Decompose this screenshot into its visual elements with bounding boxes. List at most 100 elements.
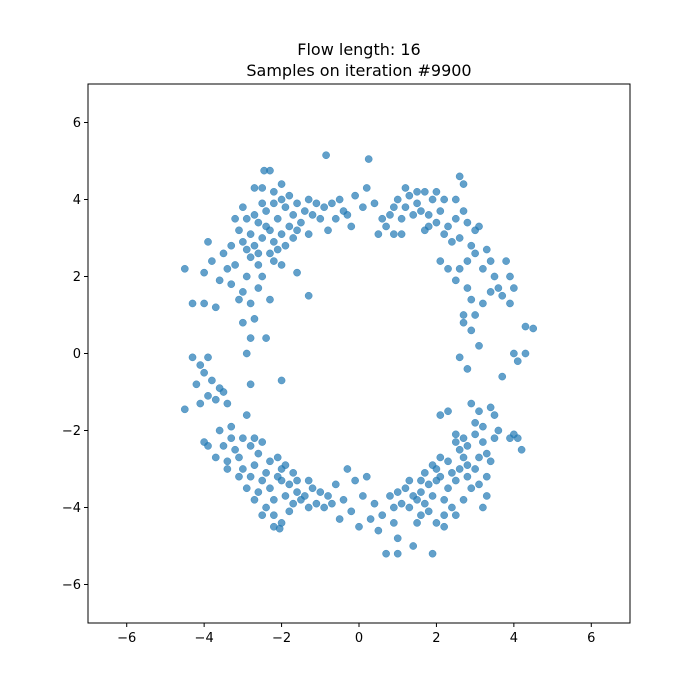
scatter-point: [289, 469, 298, 477]
scatter-point: [432, 519, 441, 527]
scatter-point: [312, 499, 321, 508]
scatter-point: [409, 542, 418, 550]
scatter-point: [409, 492, 418, 500]
scatter-point: [513, 357, 522, 366]
chart-subtitle: Samples on iteration #9900: [246, 61, 471, 80]
scatter-point: [262, 334, 270, 342]
scatter-point: [192, 380, 201, 389]
scatter-point: [490, 272, 499, 281]
scatter-point: [463, 257, 472, 265]
x-tick-label: −4: [195, 631, 214, 646]
scatter-point: [486, 403, 495, 412]
scatter-point: [246, 442, 255, 450]
scatter-point: [389, 503, 398, 512]
scatter-point: [420, 499, 429, 508]
scatter-point: [389, 519, 398, 527]
scatter-point: [475, 407, 483, 416]
scatter-point: [486, 288, 495, 296]
scatter-point: [293, 476, 301, 485]
scatter-point: [393, 534, 402, 543]
scatter-point: [517, 445, 526, 454]
scatter-point: [289, 234, 298, 242]
scatter-point: [405, 476, 414, 485]
scatter-point: [529, 324, 538, 333]
scatter-point: [188, 299, 197, 308]
scatter-point: [223, 465, 232, 473]
scatter-point: [378, 214, 387, 223]
scatter-point: [397, 230, 406, 238]
scatter-point: [308, 211, 317, 219]
scatter-point: [451, 214, 460, 223]
scatter-point: [266, 295, 274, 304]
scatter-point: [269, 187, 278, 196]
scatter-point: [300, 207, 309, 215]
scatter-point: [362, 184, 371, 192]
scatter-point: [335, 515, 344, 523]
scatter-point: [254, 488, 263, 496]
scatter-point: [227, 422, 236, 431]
scatter-point: [258, 438, 267, 446]
scatter-point: [479, 299, 487, 308]
scatter-point: [436, 411, 445, 419]
scatter-point: [401, 484, 410, 493]
scatter-point: [242, 272, 251, 281]
scatter-point: [479, 422, 487, 431]
scatter-point: [471, 311, 479, 319]
scatter-point: [451, 195, 460, 204]
scatter-point: [231, 214, 239, 223]
scatter-point: [459, 434, 468, 443]
scatter-point: [467, 484, 476, 493]
scatter-point: [455, 445, 464, 454]
scatter-point: [506, 299, 514, 308]
scatter-point: [246, 253, 255, 262]
scatter-point: [401, 184, 410, 192]
scatter-point: [490, 411, 499, 419]
scatter-point: [428, 549, 437, 558]
scatter-point: [459, 453, 468, 462]
scatter-point: [200, 438, 208, 446]
scatter-point: [180, 264, 189, 273]
scatter-point: [227, 280, 236, 289]
data-points: [180, 151, 538, 558]
chart-title: Flow length: 16: [297, 40, 420, 59]
scatter-point: [510, 349, 518, 358]
scatter-point: [440, 495, 449, 504]
scatter-point: [382, 222, 390, 231]
scatter-point: [463, 284, 472, 292]
scatter-point: [479, 438, 487, 446]
scatter-point: [254, 284, 263, 292]
scatter-point: [328, 499, 336, 508]
scatter-point: [285, 480, 294, 489]
scatter-point: [324, 492, 332, 500]
scatter-point: [467, 241, 476, 250]
scatter-point: [235, 472, 243, 481]
scatter-point: [211, 453, 220, 462]
scatter-point: [269, 238, 278, 246]
scatter-point: [239, 318, 247, 327]
scatter-point: [467, 295, 476, 304]
scatter-point: [281, 492, 290, 500]
scatter-point: [459, 180, 468, 188]
scatter-point: [482, 492, 491, 500]
scatter-point: [277, 261, 286, 269]
scatter-point: [463, 365, 472, 373]
scatter-point: [424, 222, 433, 231]
scatter-point: [405, 503, 414, 512]
scatter-point: [239, 203, 247, 212]
scatter-point: [444, 264, 452, 273]
scatter-point: [444, 407, 452, 416]
scatter-point: [223, 457, 232, 466]
scatter-point: [486, 457, 495, 466]
scatter-point: [444, 484, 452, 493]
scatter-point: [277, 476, 286, 485]
scatter-point: [258, 272, 267, 281]
scatter-point: [355, 522, 363, 531]
scatter-point: [490, 434, 499, 443]
y-tick-label: 4: [73, 193, 81, 208]
scatter-point: [250, 184, 259, 192]
scatter-point: [343, 465, 352, 473]
scatter-point: [254, 261, 263, 269]
scatter-point: [436, 207, 445, 215]
scatter-point: [475, 480, 483, 489]
